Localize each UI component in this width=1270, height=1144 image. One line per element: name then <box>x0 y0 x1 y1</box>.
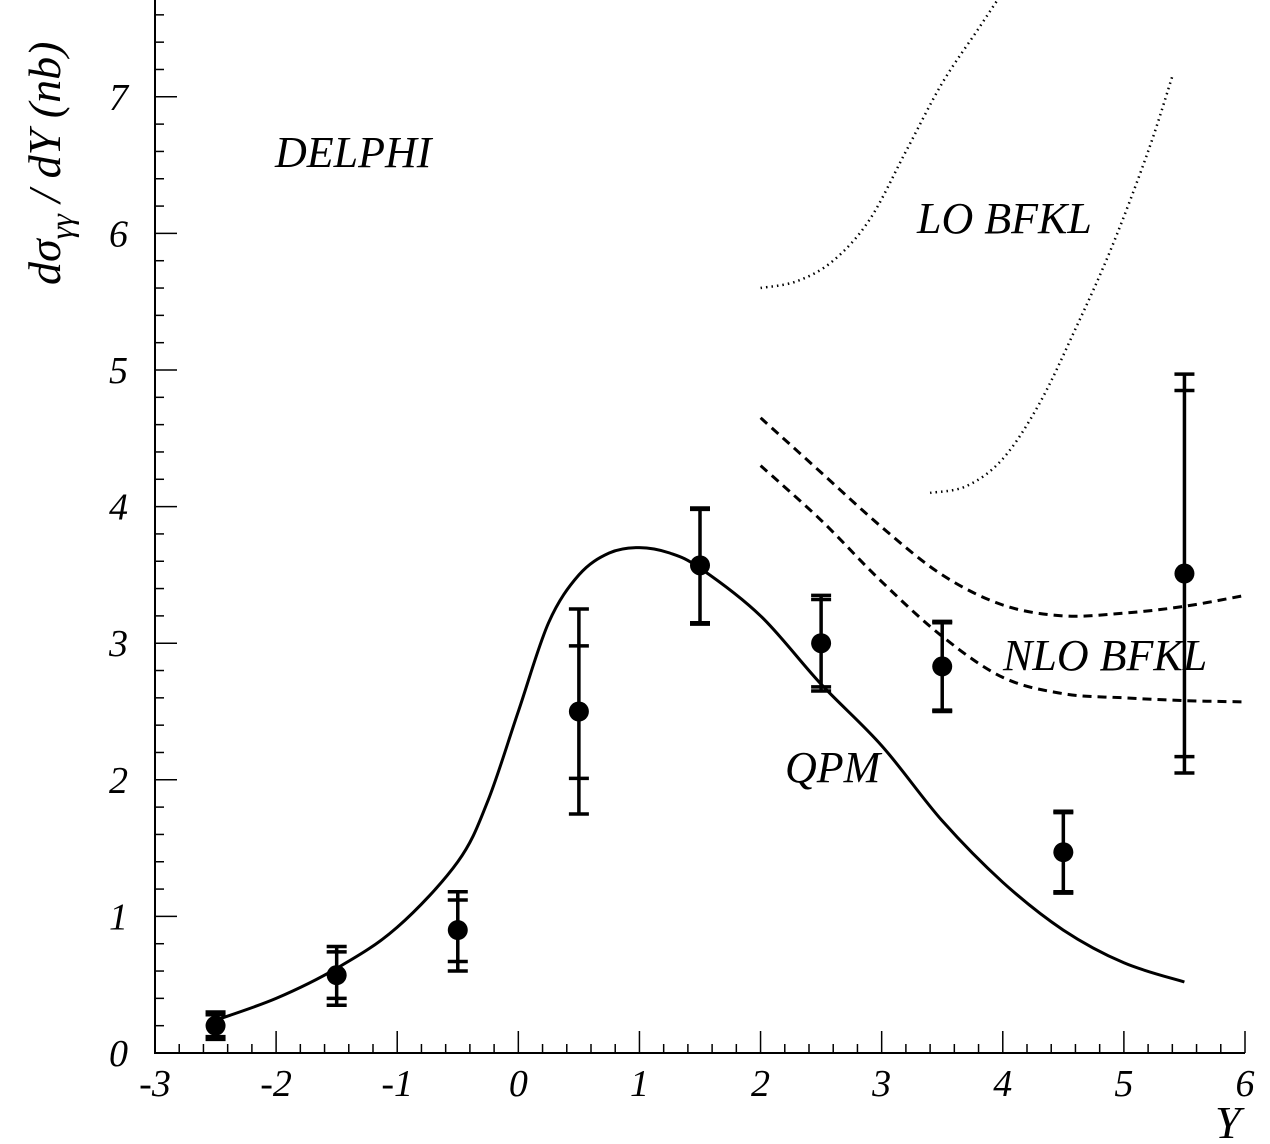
x-tick-label: 2 <box>751 1063 770 1105</box>
x-tick-label: -3 <box>139 1063 171 1105</box>
y-tick-label: 3 <box>108 623 128 665</box>
x-tick-label: -1 <box>381 1063 413 1105</box>
data-point-0 <box>205 1015 226 1036</box>
lo-bfkl-curve-1 <box>760 0 998 290</box>
lo-bfkl-label: LO BFKL <box>916 194 1092 243</box>
y-tick-label: 1 <box>109 896 128 938</box>
data-point-3 <box>568 701 589 722</box>
x-tick-label: 4 <box>993 1063 1012 1105</box>
x-tick-label: 5 <box>1114 1063 1133 1105</box>
theory-curves <box>215 0 1246 1022</box>
y-tick-label: 2 <box>109 760 128 802</box>
y-tick-label: 5 <box>109 350 128 392</box>
x-tick-label: -2 <box>260 1063 292 1105</box>
qpm-label: QPM <box>785 743 883 792</box>
x-tick-label: 0 <box>509 1063 528 1105</box>
nlo-bfkl-label: NLO BFKL <box>1002 631 1207 680</box>
data-points <box>205 372 1195 1042</box>
data-point-4 <box>690 555 710 576</box>
y-axis-label-sub: γγ <box>43 213 79 240</box>
nlo-bfkl-curve-4 <box>759 464 1246 704</box>
y-tick-label: 0 <box>109 1033 128 1075</box>
y-axis-label: dσγγ / dY (nb) <box>19 42 79 285</box>
x-tick-label: 6 <box>1236 1063 1255 1105</box>
y-tick-label: 4 <box>109 487 128 529</box>
y-axis-label-rest: / dY (nb) <box>19 42 70 215</box>
data-point-7 <box>1053 842 1074 863</box>
x-tick-label: 3 <box>871 1063 891 1105</box>
y-tick-label: 7 <box>109 77 130 119</box>
y-axis-label-main: dσ <box>19 237 70 285</box>
nlo-bfkl-curve-3 <box>759 416 1246 618</box>
x-axis-label: Y <box>1215 1097 1245 1144</box>
axes-frame <box>154 0 1245 1054</box>
x-tick-label: 1 <box>630 1063 649 1105</box>
data-point-5 <box>811 633 832 654</box>
lo-bfkl-curve-2 <box>929 75 1174 495</box>
y-tick-label: 6 <box>109 213 128 255</box>
qpm-curve-0 <box>215 546 1185 1022</box>
experiment-label: DELPHI <box>274 128 434 177</box>
tick-labels: -3 -2 -1 0 1 2 3 4 5 6 0 1 2 3 4 5 6 7 <box>108 77 1255 1105</box>
axis-ticks <box>154 14 1246 1054</box>
data-point-2 <box>447 920 468 941</box>
data-point-1 <box>326 965 347 986</box>
data-point-6 <box>932 656 953 677</box>
data-point-8 <box>1174 563 1195 584</box>
